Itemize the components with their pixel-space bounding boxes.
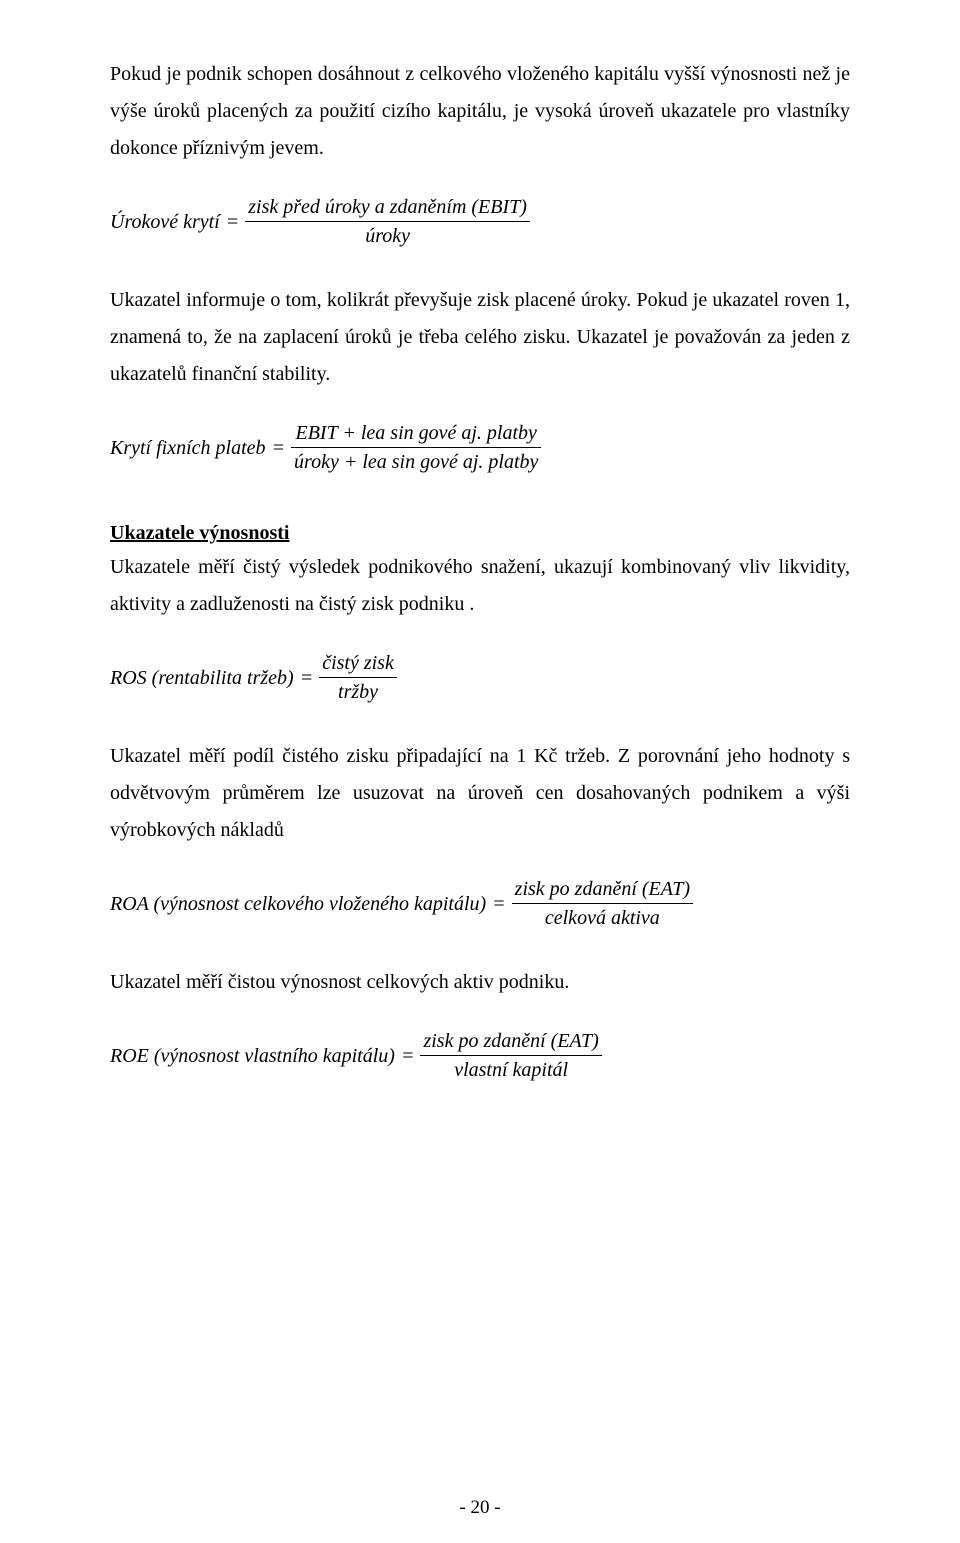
formula-ros: ROS (rentabilita tržeb) = čistý zisk trž… bbox=[110, 651, 850, 704]
paragraph-2: Ukazatel informuje o tom, kolikrát převy… bbox=[110, 282, 850, 393]
paragraph-3: Ukazatele měří čistý výsledek podnikovéh… bbox=[110, 549, 850, 623]
fraction-bar bbox=[512, 903, 693, 904]
paragraph-4: Ukazatel měří podíl čistého zisku připad… bbox=[110, 738, 850, 849]
fraction-bar bbox=[420, 1055, 601, 1056]
fraction-bar bbox=[291, 447, 541, 448]
fraction-numerator: zisk po zdanění (EAT) bbox=[420, 1029, 601, 1053]
fraction-bar bbox=[245, 221, 530, 222]
formula-lhs: Úrokové krytí bbox=[110, 210, 220, 234]
fraction: čistý zisk tržby bbox=[319, 651, 397, 704]
fraction-denominator: celková aktiva bbox=[542, 906, 663, 930]
fraction-denominator: úroky + lea sin gové aj. platby bbox=[291, 450, 541, 474]
equals-sign: = bbox=[272, 436, 286, 460]
equals-sign: = bbox=[492, 892, 506, 916]
section-gap bbox=[110, 508, 850, 522]
fraction: zisk po zdanění (EAT) celková aktiva bbox=[512, 877, 693, 930]
formula-lhs: Krytí fixních plateb bbox=[110, 436, 266, 460]
formula-lhs: ROE (výnosnost vlastního kapitálu) bbox=[110, 1044, 395, 1068]
fraction: EBIT + lea sin gové aj. platby úroky + l… bbox=[291, 421, 541, 474]
formula-lhs: ROA (výnosnost celkového vloženého kapit… bbox=[110, 892, 486, 916]
fraction-denominator: vlastní kapitál bbox=[451, 1058, 571, 1082]
fraction-denominator: tržby bbox=[335, 680, 381, 704]
formula-lhs: ROS (rentabilita tržeb) bbox=[110, 666, 294, 690]
page-number: - 20 - bbox=[0, 1497, 960, 1519]
formula-urokove-kryti: Úrokové krytí = zisk před úroky a zdaněn… bbox=[110, 195, 850, 248]
formula-roe: ROE (výnosnost vlastního kapitálu) = zis… bbox=[110, 1029, 850, 1082]
formula-kryti-fixnich-plateb: Krytí fixních plateb = EBIT + lea sin go… bbox=[110, 421, 850, 474]
fraction-numerator: zisk před úroky a zdaněním (EBIT) bbox=[245, 195, 530, 219]
fraction-denominator: úroky bbox=[362, 224, 413, 248]
fraction-numerator: čistý zisk bbox=[319, 651, 397, 675]
fraction-bar bbox=[319, 677, 397, 678]
paragraph-5: Ukazatel měří čistou výnosnost celkových… bbox=[110, 964, 850, 1001]
heading-ukazatele-vynosnosti: Ukazatele výnosnosti bbox=[110, 522, 850, 545]
paragraph-1: Pokud je podnik schopen dosáhnout z celk… bbox=[110, 56, 850, 167]
fraction-numerator: zisk po zdanění (EAT) bbox=[512, 877, 693, 901]
fraction: zisk po zdanění (EAT) vlastní kapitál bbox=[420, 1029, 601, 1082]
page: Pokud je podnik schopen dosáhnout z celk… bbox=[0, 0, 960, 1543]
fraction: zisk před úroky a zdaněním (EBIT) úroky bbox=[245, 195, 530, 248]
equals-sign: = bbox=[226, 210, 240, 234]
equals-sign: = bbox=[401, 1044, 415, 1068]
formula-roa: ROA (výnosnost celkového vloženého kapit… bbox=[110, 877, 850, 930]
equals-sign: = bbox=[300, 666, 314, 690]
fraction-numerator: EBIT + lea sin gové aj. platby bbox=[293, 421, 540, 445]
